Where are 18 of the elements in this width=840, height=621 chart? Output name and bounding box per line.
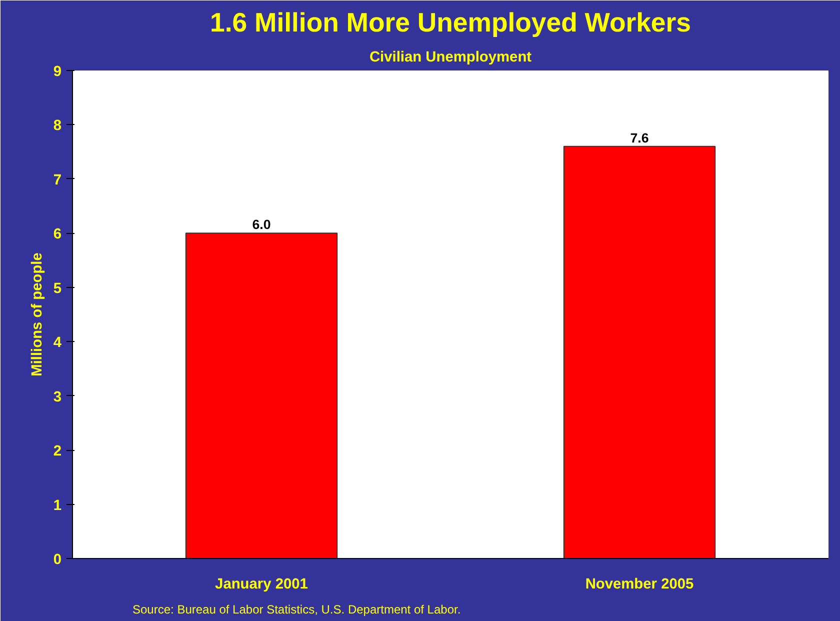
y-tick-label: 2 — [53, 444, 62, 460]
source-note: Source: Bureau of Labor Statistics, U.S. Department of Labor. — [132, 602, 461, 616]
y-tick-label: 7 — [53, 172, 62, 188]
x-tick-label: January 2001 — [215, 576, 308, 592]
y-tick-label: 1 — [53, 498, 62, 514]
y-tick-label: 8 — [53, 118, 62, 134]
chart-title: 1.6 Million More Unemployed Workers — [210, 8, 691, 38]
y-tick-label: 5 — [53, 280, 62, 297]
data-label: 7.6 — [630, 130, 649, 146]
y-tick-label: 9 — [53, 64, 62, 80]
chart-subtitle: Civilian Unemployment — [369, 50, 532, 66]
data-label: 6.0 — [252, 217, 271, 232]
y-tick-label: 6 — [53, 226, 62, 243]
y-axis-title: Millions of people — [29, 252, 46, 376]
y-tick-label: 0 — [53, 552, 62, 568]
y-tick-label: 3 — [53, 389, 62, 406]
y-tick-label: 4 — [53, 335, 62, 352]
x-tick-label: November 2005 — [585, 576, 694, 592]
